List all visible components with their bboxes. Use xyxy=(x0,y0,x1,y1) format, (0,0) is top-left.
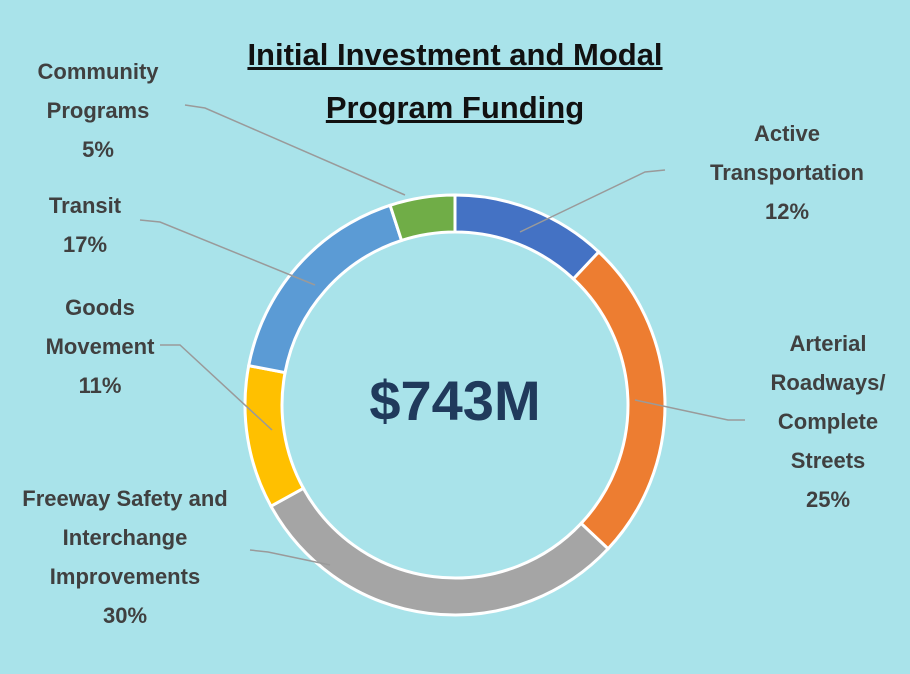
category-label: Arterial Roadways/ Complete Streets xyxy=(770,331,886,473)
category-label: Community Programs xyxy=(37,59,159,123)
leader-line xyxy=(139,219,316,286)
leader-line xyxy=(184,104,406,196)
center-label: $743M xyxy=(369,369,540,432)
category-label: Transit xyxy=(48,193,122,218)
donut-segment xyxy=(571,249,667,551)
slice-label: Community Programs 5% xyxy=(13,52,183,169)
donut-segment xyxy=(268,486,611,617)
value-label: 25% xyxy=(805,487,851,512)
leader-line xyxy=(634,399,745,421)
leader-line xyxy=(249,549,331,566)
value-label: 5% xyxy=(82,137,114,162)
category-label: Freeway Safety and Interchange Improveme… xyxy=(22,486,228,589)
slice-label: Active Transportation 12% xyxy=(682,114,892,231)
donut-segment xyxy=(388,193,457,243)
value-label: 12% xyxy=(764,199,810,224)
slice-label: Arterial Roadways/ Complete Streets 25% xyxy=(763,324,893,519)
donut-segment xyxy=(246,203,404,375)
value-label: 17% xyxy=(62,232,108,257)
leader-line xyxy=(519,169,666,233)
leader-line xyxy=(160,344,273,431)
donut-segment xyxy=(453,193,601,282)
slice-label: Goods Movement 11% xyxy=(30,288,170,405)
category-label: Active Transportation xyxy=(709,121,864,185)
category-label: Goods Movement xyxy=(45,295,155,359)
value-label: 11% xyxy=(78,373,122,398)
value-label: 30% xyxy=(102,603,148,628)
donut-segment xyxy=(243,363,306,509)
chart-title: Initial Investment and Modal Program Fun… xyxy=(247,37,663,125)
slice-label: Freeway Safety and Interchange Improveme… xyxy=(10,479,240,635)
slice-label: Transit 17% xyxy=(15,186,155,264)
